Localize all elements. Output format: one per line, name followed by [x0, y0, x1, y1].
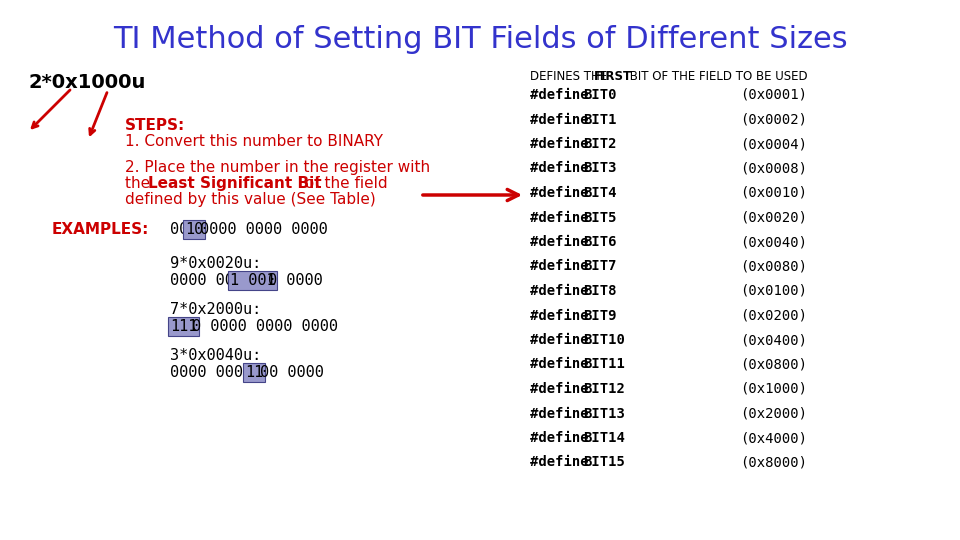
Text: (0x2000): (0x2000)	[740, 407, 807, 421]
Text: #define: #define	[530, 308, 597, 322]
Text: BIT13: BIT13	[583, 407, 625, 421]
Text: BIT8: BIT8	[583, 284, 616, 298]
Text: #define: #define	[530, 284, 597, 298]
Text: 3*0x0040u:: 3*0x0040u:	[170, 348, 261, 363]
Text: #define: #define	[530, 382, 597, 396]
Text: 9*0x0020u:: 9*0x0020u:	[170, 256, 261, 271]
Text: 10: 10	[185, 222, 204, 237]
Text: (0x0800): (0x0800)	[740, 357, 807, 372]
Text: (0x0400): (0x0400)	[740, 333, 807, 347]
Text: 00 0000: 00 0000	[260, 365, 324, 380]
Text: BIT11: BIT11	[583, 357, 625, 372]
Text: (0x1000): (0x1000)	[740, 382, 807, 396]
Text: DEFINES THE: DEFINES THE	[530, 70, 611, 83]
Text: BIT9: BIT9	[583, 308, 616, 322]
Text: 11: 11	[245, 365, 263, 380]
Text: #define: #define	[530, 186, 597, 200]
Text: (0x0001): (0x0001)	[740, 88, 807, 102]
Text: #define: #define	[530, 431, 597, 445]
Text: #define: #define	[530, 161, 597, 176]
Text: BIT15: BIT15	[583, 456, 625, 469]
Text: #define: #define	[530, 235, 597, 249]
Text: Least Significant Bit: Least Significant Bit	[148, 176, 322, 191]
Text: TI Method of Setting BIT Fields of Different Sizes: TI Method of Setting BIT Fields of Diffe…	[112, 25, 848, 54]
Text: #define: #define	[530, 456, 597, 469]
Text: #define: #define	[530, 333, 597, 347]
Text: (0x0010): (0x0010)	[740, 186, 807, 200]
Text: #define: #define	[530, 357, 597, 372]
Text: STEPS:: STEPS:	[125, 118, 185, 133]
Text: (0x8000): (0x8000)	[740, 456, 807, 469]
Text: 0000 0000: 0000 0000	[170, 365, 261, 380]
Text: #define: #define	[530, 112, 597, 126]
Text: BIT1: BIT1	[583, 112, 616, 126]
Text: 0 0000 0000 0000: 0 0000 0000 0000	[193, 319, 339, 334]
Text: 2. Place the number in the register with: 2. Place the number in the register with	[125, 160, 430, 175]
Text: BIT OF THE FIELD TO BE USED: BIT OF THE FIELD TO BE USED	[626, 70, 807, 83]
Text: the: the	[125, 176, 155, 191]
Text: #define: #define	[530, 211, 597, 225]
Text: (0x0004): (0x0004)	[740, 137, 807, 151]
Text: BIT12: BIT12	[583, 382, 625, 396]
Text: of the field: of the field	[300, 176, 388, 191]
Text: (0x0080): (0x0080)	[740, 260, 807, 273]
Text: defined by this value (See Table): defined by this value (See Table)	[125, 192, 375, 207]
Text: 7*0x2000u:: 7*0x2000u:	[170, 302, 261, 317]
Text: BIT7: BIT7	[583, 260, 616, 273]
Text: #define: #define	[530, 88, 597, 102]
Text: (0x0008): (0x0008)	[740, 161, 807, 176]
Text: (0x0100): (0x0100)	[740, 284, 807, 298]
Text: #define: #define	[530, 260, 597, 273]
Text: 2*0x1000u: 2*0x1000u	[28, 73, 145, 92]
Text: #define: #define	[530, 137, 597, 151]
Text: FIRST: FIRST	[594, 70, 632, 83]
Text: (0x0020): (0x0020)	[740, 211, 807, 225]
Text: BIT4: BIT4	[583, 186, 616, 200]
Text: (0x0002): (0x0002)	[740, 112, 807, 126]
Text: 00: 00	[170, 222, 188, 237]
Text: 0000 000: 0000 000	[170, 273, 243, 288]
Text: BIT2: BIT2	[583, 137, 616, 151]
Text: 1 001: 1 001	[230, 273, 276, 288]
Text: (0x0200): (0x0200)	[740, 308, 807, 322]
Text: BIT0: BIT0	[583, 88, 616, 102]
Text: BIT5: BIT5	[583, 211, 616, 225]
Text: BIT3: BIT3	[583, 161, 616, 176]
Text: 0 0000: 0 0000	[268, 273, 323, 288]
Text: (0x4000): (0x4000)	[740, 431, 807, 445]
Text: BIT6: BIT6	[583, 235, 616, 249]
Text: 1. Convert this number to BINARY: 1. Convert this number to BINARY	[125, 134, 383, 149]
Text: (0x0040): (0x0040)	[740, 235, 807, 249]
Text: 0000 0000 0000: 0000 0000 0000	[200, 222, 327, 237]
Text: BIT14: BIT14	[583, 431, 625, 445]
Text: EXAMPLES:: EXAMPLES:	[52, 222, 150, 237]
Text: 111: 111	[170, 319, 198, 334]
Text: #define: #define	[530, 407, 597, 421]
Text: BIT10: BIT10	[583, 333, 625, 347]
